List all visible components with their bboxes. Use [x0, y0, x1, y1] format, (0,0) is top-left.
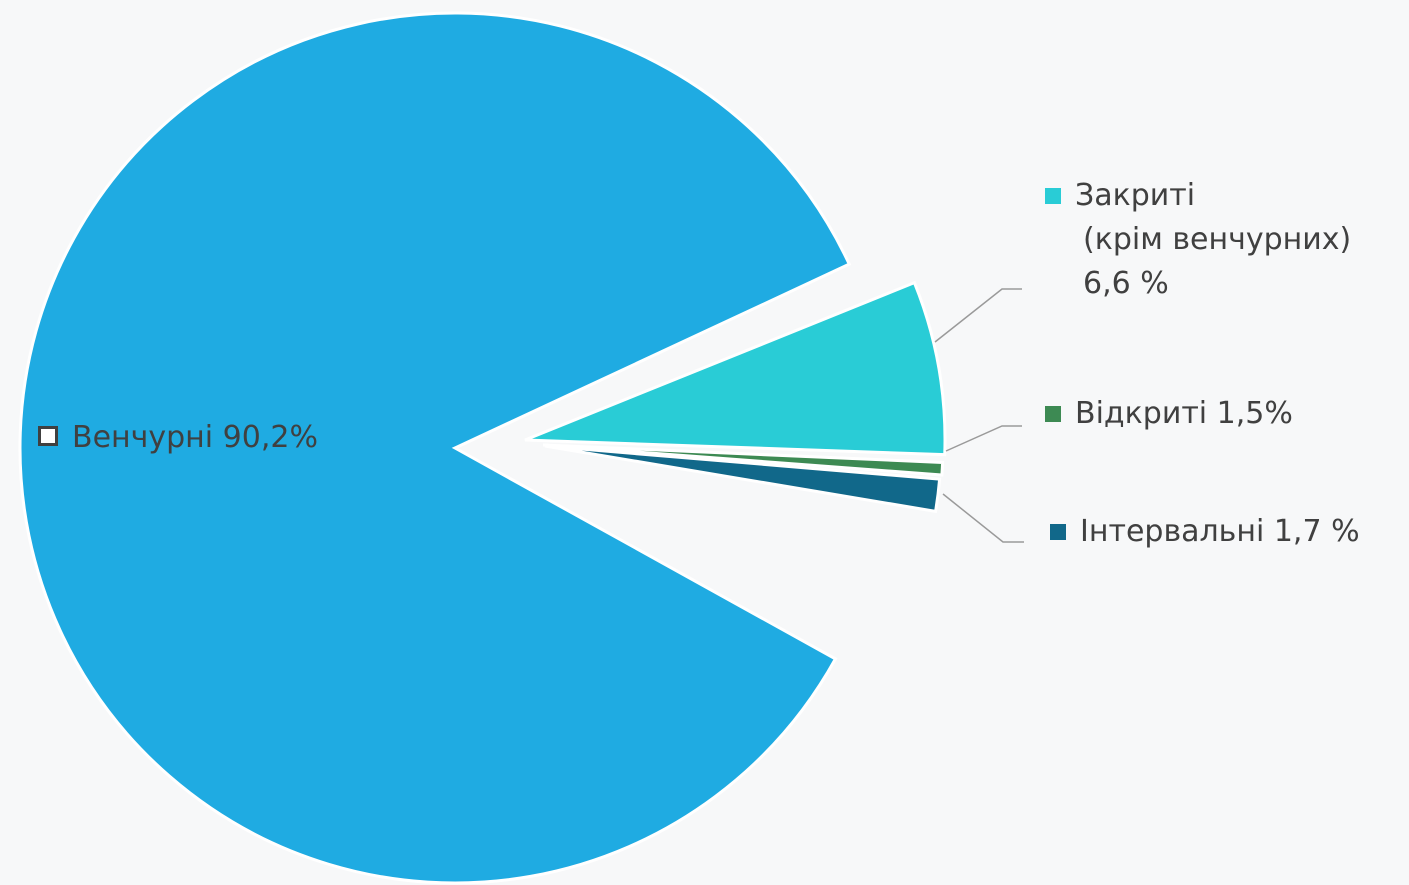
leader-line-closed	[934, 288, 1022, 343]
leader-line-open	[945, 425, 1022, 452]
pie-slice-interval	[544, 444, 942, 514]
slice-label-closed-line3: 6,6 %	[1083, 266, 1169, 301]
slice-label-closed: Закриті (крім венчурних) 6,6 %	[1045, 174, 1351, 306]
pie-slice-venture	[18, 11, 852, 885]
legend-marker-venture	[38, 426, 58, 446]
slice-label-open: Відкриті 1,5%	[1045, 392, 1293, 436]
legend-marker-open	[1045, 406, 1061, 422]
pie-slice-closed	[524, 280, 947, 457]
slice-label-closed-line2: (крім венчурних)	[1083, 222, 1352, 257]
leader-line-interval	[942, 493, 1024, 543]
slice-label-interval: Інтервальні 1,7 %	[1050, 510, 1360, 554]
legend-marker-closed	[1045, 188, 1061, 204]
legend-marker-interval	[1050, 524, 1066, 540]
pie-slice-open	[542, 443, 945, 477]
slice-label-venture: Венчурні 90,2%	[38, 416, 318, 460]
